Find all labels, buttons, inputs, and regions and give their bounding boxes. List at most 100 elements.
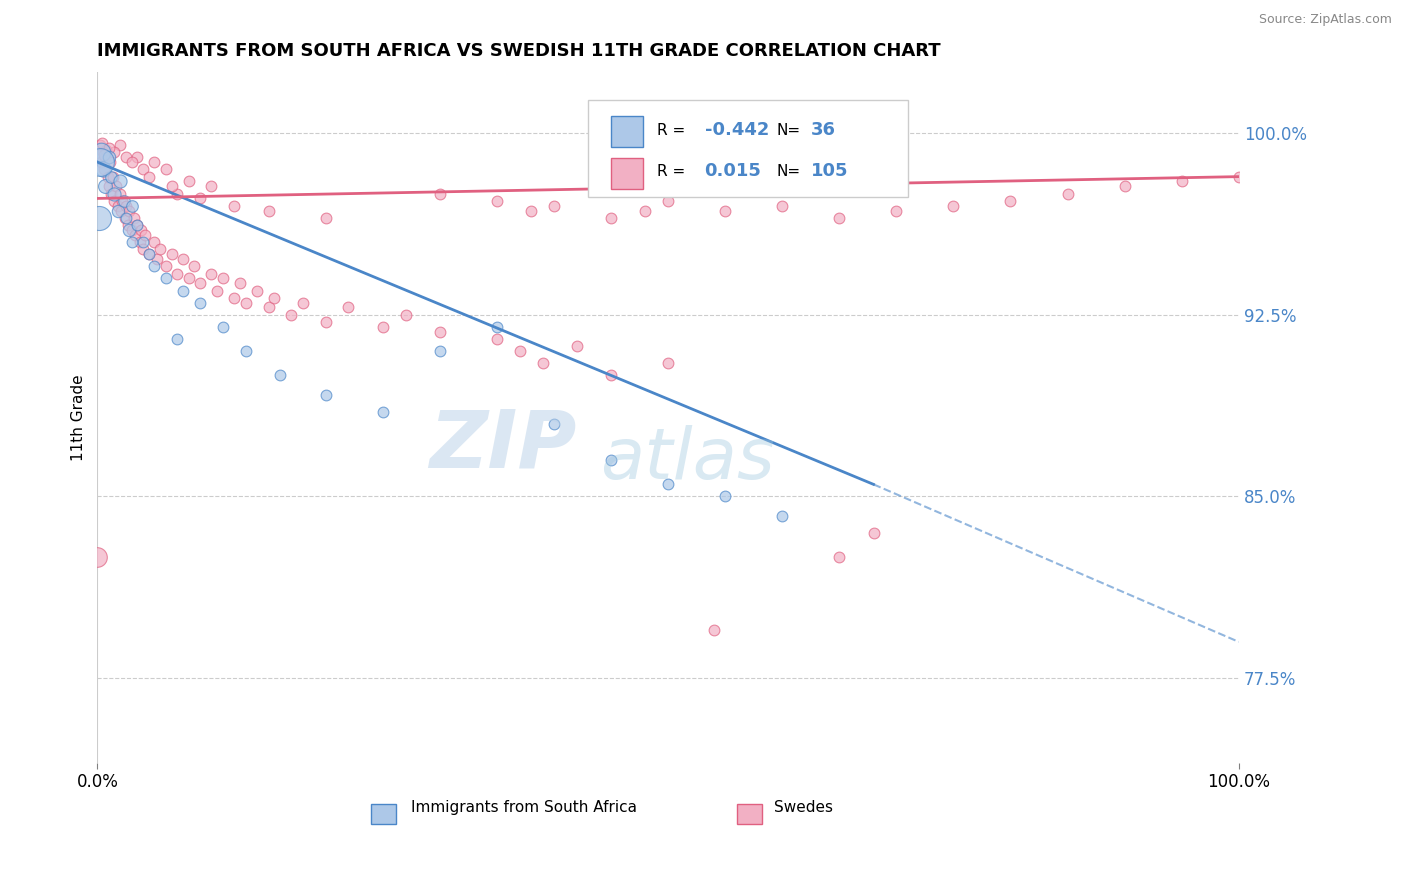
Point <box>315 388 337 402</box>
Point <box>132 162 155 177</box>
Point <box>127 218 149 232</box>
Point <box>600 211 623 225</box>
FancyBboxPatch shape <box>737 805 762 824</box>
Point <box>149 243 172 257</box>
Point <box>96 143 118 157</box>
FancyBboxPatch shape <box>588 100 908 197</box>
Point <box>166 267 188 281</box>
FancyBboxPatch shape <box>612 158 643 189</box>
Point <box>132 235 155 249</box>
Point <box>160 247 183 261</box>
Point <box>166 186 188 201</box>
Point <box>714 829 737 843</box>
Point <box>172 284 194 298</box>
Point <box>1114 179 1136 194</box>
Point <box>89 138 111 153</box>
Point <box>94 179 117 194</box>
Point <box>115 211 138 225</box>
Point <box>371 319 394 334</box>
Point <box>160 179 183 194</box>
Point <box>886 203 908 218</box>
Point <box>770 199 793 213</box>
Point <box>122 211 145 225</box>
Point <box>429 344 451 359</box>
Point <box>177 174 200 188</box>
Point <box>485 319 508 334</box>
Point <box>87 211 110 225</box>
Point <box>1170 174 1192 188</box>
Y-axis label: 11th Grade: 11th Grade <box>72 375 86 461</box>
Point <box>828 550 851 565</box>
Point <box>229 277 252 291</box>
Point <box>121 235 143 249</box>
Point <box>200 267 222 281</box>
Point <box>132 243 155 257</box>
Point <box>103 194 125 208</box>
Point <box>172 252 194 266</box>
FancyBboxPatch shape <box>612 116 643 147</box>
Point <box>103 186 125 201</box>
Point <box>485 194 508 208</box>
Point <box>862 525 884 540</box>
Point <box>212 319 235 334</box>
Point <box>97 140 120 154</box>
Text: R =: R = <box>657 164 690 179</box>
Point <box>155 271 177 285</box>
Point <box>224 291 246 305</box>
Point <box>94 150 117 164</box>
Point <box>121 199 143 213</box>
Text: IMMIGRANTS FROM SOUTH AFRICA VS SWEDISH 11TH GRADE CORRELATION CHART: IMMIGRANTS FROM SOUTH AFRICA VS SWEDISH … <box>97 42 941 60</box>
Point <box>429 325 451 339</box>
Text: N=: N= <box>776 122 800 137</box>
Point <box>257 203 280 218</box>
Point <box>257 301 280 315</box>
Point <box>91 162 114 177</box>
Point <box>110 203 132 218</box>
Point <box>90 145 112 160</box>
Point <box>188 277 211 291</box>
Point <box>103 169 125 184</box>
Point <box>1227 169 1250 184</box>
Point <box>117 218 139 232</box>
Point <box>657 477 679 491</box>
Point <box>115 150 138 164</box>
Point <box>828 211 851 225</box>
Text: Immigrants from South Africa: Immigrants from South Africa <box>411 800 637 815</box>
Point <box>714 490 737 504</box>
Point <box>509 344 531 359</box>
Point <box>543 417 565 431</box>
Text: N=: N= <box>776 164 800 179</box>
Point <box>93 162 115 177</box>
Point <box>263 291 285 305</box>
Point <box>143 260 166 274</box>
Point <box>90 136 112 150</box>
Point <box>657 356 679 370</box>
FancyBboxPatch shape <box>371 805 396 824</box>
Point <box>143 235 166 249</box>
Point <box>91 145 114 160</box>
Point <box>166 332 188 346</box>
Point <box>485 332 508 346</box>
Point <box>118 203 141 218</box>
Point <box>107 203 129 218</box>
Point <box>177 271 200 285</box>
Point <box>200 179 222 194</box>
Point <box>155 260 177 274</box>
Point <box>291 295 314 310</box>
Point <box>703 623 725 637</box>
Point <box>315 315 337 329</box>
Point <box>520 203 543 218</box>
Point <box>183 260 205 274</box>
Text: 0.015: 0.015 <box>704 162 762 180</box>
Point <box>108 174 131 188</box>
Point <box>315 211 337 225</box>
Point <box>100 186 122 201</box>
Point <box>108 138 131 153</box>
Point <box>188 191 211 205</box>
Point <box>100 169 122 184</box>
Point <box>138 247 160 261</box>
Text: Swedes: Swedes <box>775 800 834 815</box>
Point <box>143 155 166 169</box>
Point <box>97 150 120 164</box>
Point <box>104 179 127 194</box>
